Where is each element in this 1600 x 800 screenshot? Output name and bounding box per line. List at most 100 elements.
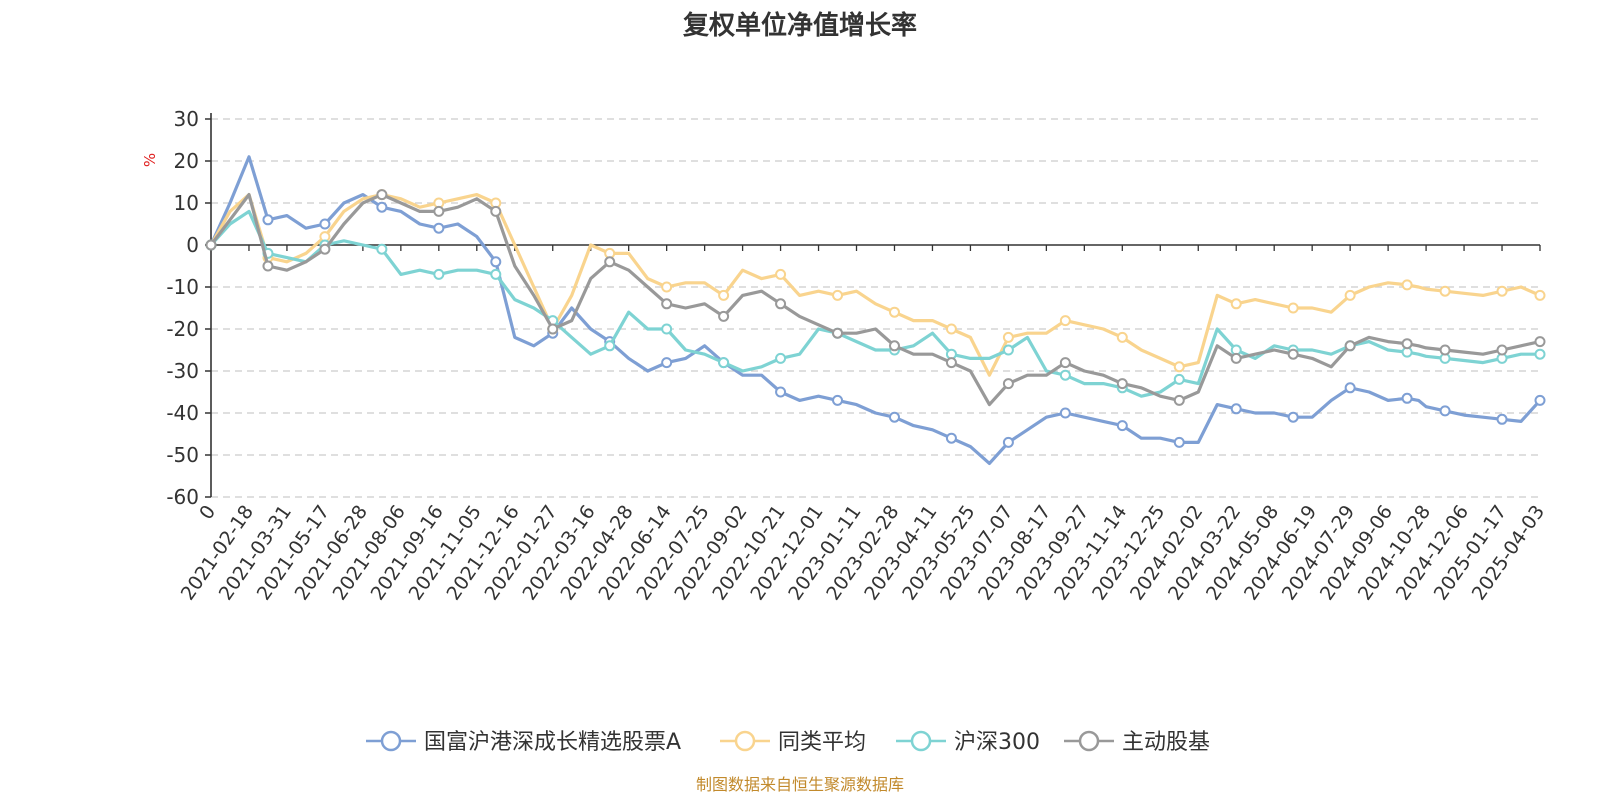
data-point [1059, 357, 1071, 369]
data-point [547, 323, 559, 335]
data-point [1534, 348, 1546, 360]
y-axis-unit: % [141, 153, 159, 167]
y-tick-label: -60 [166, 485, 199, 509]
series-line [209, 193, 1541, 407]
data-point [1401, 279, 1413, 291]
y-tick-label: 30 [174, 107, 199, 131]
data-point [1002, 378, 1014, 390]
legend-label: 国富沪港深成长精选股票A [424, 730, 681, 755]
data-point [1496, 413, 1508, 425]
data-point [1496, 344, 1508, 356]
data-point [319, 243, 331, 255]
data-point [888, 340, 900, 352]
data-point [1401, 392, 1413, 404]
legend-item[interactable]: 同类平均 [720, 730, 866, 755]
data-point [433, 268, 445, 280]
data-point [376, 243, 388, 255]
data-point [1534, 289, 1546, 301]
data-point [1496, 285, 1508, 297]
data-point [1116, 331, 1128, 343]
legend-label: 主动股基 [1122, 730, 1210, 755]
y-tick-label: 0 [186, 233, 199, 257]
data-point [319, 218, 331, 230]
data-point [433, 205, 445, 217]
data-point [1344, 340, 1356, 352]
data-point [1116, 378, 1128, 390]
data-source-note: 制图数据来自恒生聚源数据库 [696, 775, 904, 794]
data-point [1230, 403, 1242, 415]
data-point [1059, 407, 1071, 419]
data-point [376, 189, 388, 201]
data-point [1344, 289, 1356, 301]
data-point [661, 357, 673, 369]
data-point [1439, 285, 1451, 297]
data-point [1002, 436, 1014, 448]
data-point [832, 327, 844, 339]
legend-marker-icon [910, 730, 932, 752]
data-point [490, 268, 502, 280]
data-point [490, 205, 502, 217]
y-tick-label: 20 [174, 149, 199, 173]
data-point [262, 214, 274, 226]
data-point [1230, 352, 1242, 364]
legend-item[interactable]: 沪深300 [896, 730, 1040, 755]
data-point [718, 357, 730, 369]
legend-label: 沪深300 [954, 730, 1040, 755]
y-tick-label: -40 [166, 401, 199, 425]
data-point [1173, 436, 1185, 448]
series-4 [205, 189, 1546, 407]
data-point [888, 306, 900, 318]
data-point [1439, 344, 1451, 356]
data-point [1173, 373, 1185, 385]
data-point [718, 289, 730, 301]
data-point [1116, 420, 1128, 432]
legend-item[interactable]: 国富沪港深成长精选股票A [366, 730, 681, 755]
legend-label: 同类平均 [778, 730, 866, 755]
data-point [1059, 369, 1071, 381]
legend-marker-icon [380, 730, 402, 752]
y-tick-label: -50 [166, 443, 199, 467]
legend[interactable]: 国富沪港深成长精选股票A 同类平均 沪深300 主动股基 [366, 730, 1210, 755]
series-lines [205, 155, 1546, 465]
data-point [945, 323, 957, 335]
chart-title: 复权单位净值增长率 [683, 10, 917, 41]
data-point [376, 201, 388, 213]
data-point [1287, 348, 1299, 360]
data-point [262, 260, 274, 272]
y-tick-label: -30 [166, 359, 199, 383]
data-point [1344, 382, 1356, 394]
y-tick-label: 10 [174, 191, 199, 215]
data-point [1534, 336, 1546, 348]
data-point [775, 352, 787, 364]
data-point [1173, 361, 1185, 373]
legend-marker-icon [734, 730, 756, 752]
data-point [1401, 338, 1413, 350]
y-tick-label: -10 [166, 275, 199, 299]
data-point [661, 298, 673, 310]
grid-lines [211, 118, 1540, 498]
legend-marker-icon [1078, 730, 1100, 752]
data-point [604, 256, 616, 268]
data-point [205, 239, 217, 251]
data-point [718, 310, 730, 322]
data-point [832, 394, 844, 406]
data-point [661, 323, 673, 335]
data-point [1534, 394, 1546, 406]
data-point [433, 222, 445, 234]
data-point [775, 268, 787, 280]
legend-item[interactable]: 主动股基 [1064, 730, 1210, 755]
data-point [1059, 315, 1071, 327]
data-point [1230, 298, 1242, 310]
data-point [1439, 405, 1451, 417]
data-point [775, 298, 787, 310]
data-point [775, 386, 787, 398]
series-line [209, 193, 1541, 377]
data-point [1287, 411, 1299, 423]
data-point [1173, 394, 1185, 406]
data-point [490, 256, 502, 268]
y-tick-label: -20 [166, 317, 199, 341]
data-point [945, 357, 957, 369]
data-point [604, 340, 616, 352]
